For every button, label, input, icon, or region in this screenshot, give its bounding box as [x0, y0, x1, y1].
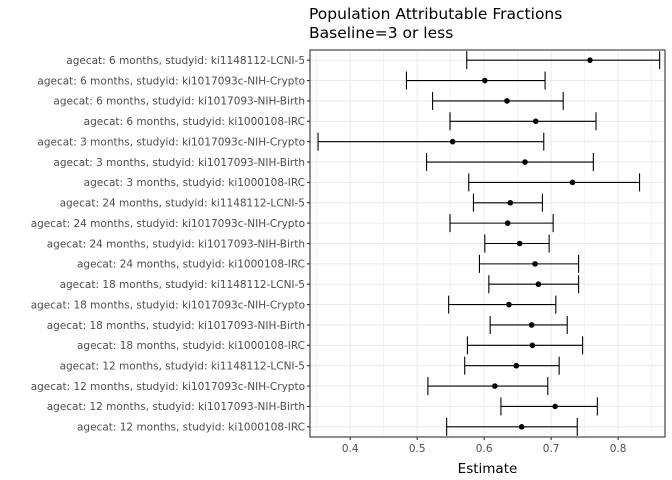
data-row — [449, 112, 597, 131]
x-tick-label: 0.5 — [409, 443, 426, 455]
y-tick-label: agecat: 3 months, studyid: ki1017093c-NI… — [37, 136, 305, 148]
y-tick-label: agecat: 24 months, studyid: ki1017093-NI… — [47, 238, 305, 250]
x-axis-title: Estimate — [458, 461, 518, 477]
data-point — [587, 57, 593, 63]
data-row — [427, 377, 549, 396]
data-row — [500, 397, 598, 416]
y-tick-label: agecat: 12 months, studyid: ki1017093c-N… — [31, 381, 305, 393]
data-point — [522, 159, 528, 165]
y-tick-label: agecat: 3 months, studyid: ki1000108-IRC — [84, 177, 305, 189]
data-point — [552, 403, 558, 410]
y-tick-label: agecat: 6 months, studyid: ki1000108-IRC — [84, 116, 305, 128]
y-tick-label: agecat: 6 months, studyid: ki1017093c-NI… — [37, 75, 305, 87]
data-row — [448, 295, 557, 314]
data-point — [529, 342, 536, 349]
y-tick-label: agecat: 18 months, studyid: ki1000108-IR… — [77, 340, 305, 352]
y-tick-label: agecat: 24 months, studyid: ki1017093c-N… — [31, 218, 305, 230]
y-tick-label: agecat: 18 months, studyid: ki1017093-NI… — [47, 320, 305, 332]
y-tick-label: agecat: 6 months, studyid: ki1148112-LCN… — [66, 55, 305, 67]
y-tick-label: agecat: 18 months, studyid: ki1017093c-N… — [31, 299, 305, 311]
y-tick-label: agecat: 6 months, studyid: ki1017093-NIH… — [53, 96, 305, 108]
data-point — [449, 138, 456, 145]
data-point — [504, 220, 511, 226]
data-row — [488, 275, 580, 294]
data-row — [484, 234, 550, 253]
y-tick-label: agecat: 24 months, studyid: ki1148112-LC… — [60, 198, 305, 210]
data-row — [449, 214, 554, 233]
data-row — [489, 315, 568, 334]
data-point — [492, 383, 498, 389]
data-row — [464, 356, 560, 375]
y-tick-label: agecat: 12 months, studyid: ki1148112-LC… — [60, 361, 305, 373]
y-tick-label: agecat: 3 months, studyid: ki1017093-NIH… — [53, 157, 305, 169]
data-row — [446, 417, 578, 436]
chart-subtitle: Baseline=3 or less — [309, 24, 454, 42]
y-tick-label: agecat: 12 months, studyid: ki1000108-IR… — [77, 422, 305, 434]
x-tick-label: 0.6 — [476, 443, 493, 455]
chart-title: Population Attributable Fractions — [309, 5, 563, 23]
data-point — [532, 261, 538, 267]
x-tick-label: 0.4 — [342, 443, 359, 455]
data-point — [535, 281, 542, 288]
data-row — [472, 193, 543, 212]
y-tick-label: agecat: 12 months, studyid: ki1017093-NI… — [47, 401, 305, 413]
data-row — [478, 254, 580, 273]
data-row — [405, 71, 546, 90]
data-point — [518, 424, 525, 430]
data-point — [513, 362, 520, 369]
y-tick-label: agecat: 24 months, studyid: ki1000108-IR… — [77, 259, 305, 271]
data-point — [569, 179, 576, 186]
data-point — [507, 199, 514, 206]
data-point — [532, 118, 539, 125]
data-point — [506, 301, 512, 308]
data-row — [466, 336, 584, 355]
data-point — [516, 240, 523, 247]
data-row — [317, 132, 545, 151]
data-row — [468, 173, 641, 192]
data-row — [432, 91, 564, 110]
y-tick-label: agecat: 18 months, studyid: ki1148112-LC… — [60, 279, 305, 291]
data-point — [482, 77, 488, 84]
x-tick-label: 0.7 — [543, 443, 560, 455]
data-row — [466, 51, 661, 70]
data-point — [504, 98, 510, 104]
x-tick-label: 0.8 — [610, 443, 627, 455]
data-row — [425, 153, 594, 172]
data-point — [528, 322, 535, 328]
